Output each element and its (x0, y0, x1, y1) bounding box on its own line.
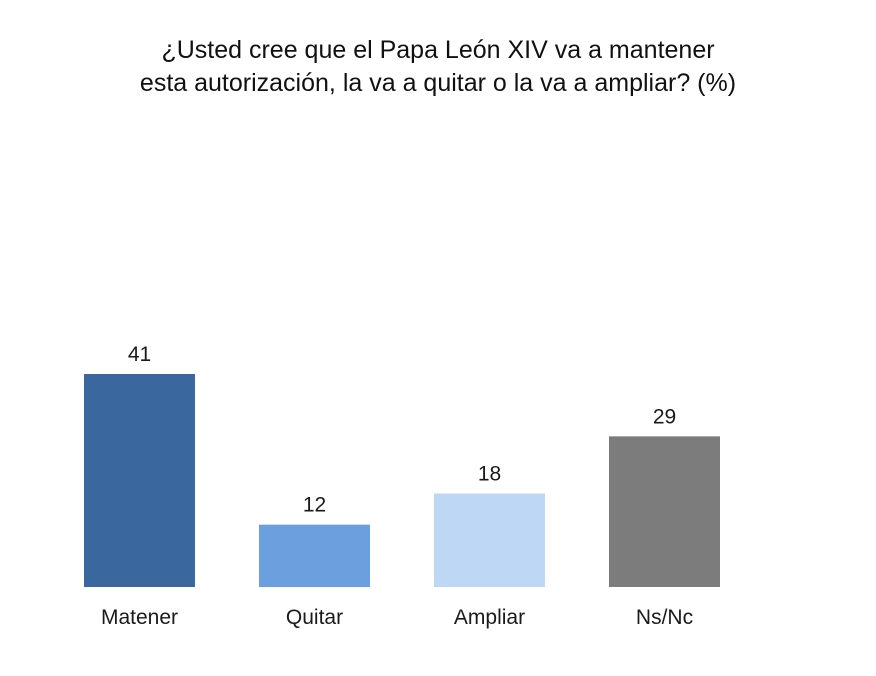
bar-value-label-ampliar: 18 (478, 462, 501, 485)
bar-quitar (259, 524, 370, 587)
bar-ns-nc (609, 436, 720, 587)
bar-value-label-quitar: 12 (303, 494, 326, 517)
chart-title-line-2: esta autorización, la va a quitar o la v… (139, 69, 737, 97)
bar-ampliar (434, 493, 545, 587)
bar-matener (84, 374, 195, 587)
category-label-ampliar: Ampliar (454, 606, 525, 629)
category-label-ns-nc: Ns/Nc (636, 606, 693, 629)
category-label-quitar: Quitar (286, 606, 343, 629)
chart-title-line-1: ¿Usted cree que el Papa León XIV va a ma… (161, 36, 715, 64)
bar-value-label-matener: 41 (128, 343, 151, 366)
category-label-matener: Matener (101, 606, 178, 629)
chart-title: ¿Usted cree que el Papa León XIV va a ma… (0, 34, 876, 100)
bar-value-label-ns-nc: 29 (653, 405, 676, 428)
